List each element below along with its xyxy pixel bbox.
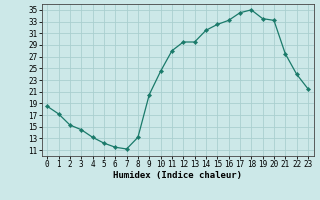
X-axis label: Humidex (Indice chaleur): Humidex (Indice chaleur)	[113, 171, 242, 180]
